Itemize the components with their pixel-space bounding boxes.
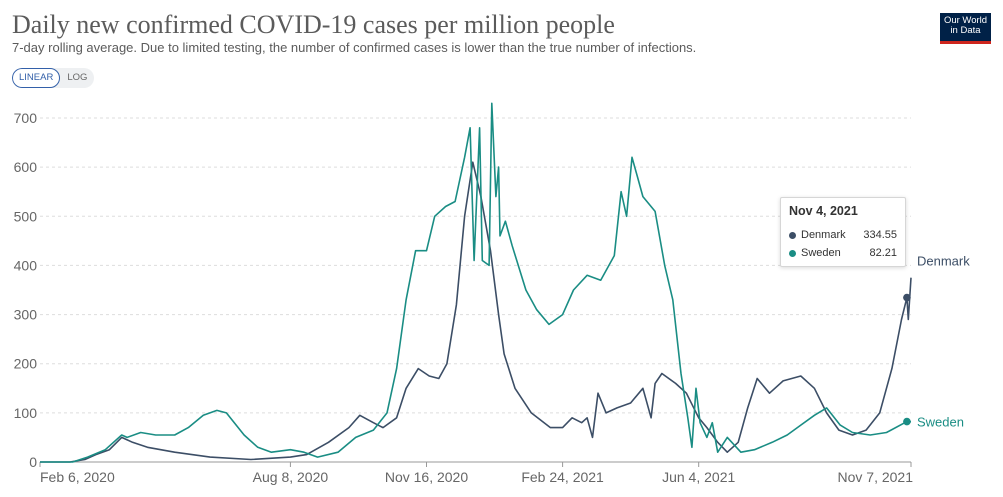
y-tick-label: 0 (29, 454, 37, 470)
y-axis-labels: 0 100 200 300 400 500 600 700 (14, 110, 38, 470)
x-axis-labels: Feb 6, 2020 Aug 8, 2020 Nov 16, 2020 Feb 24… (40, 469, 913, 485)
logo-line-2: in Data (950, 25, 981, 36)
x-tick-label: Feb 6, 2020 (40, 469, 115, 485)
y-tick-label: 600 (14, 159, 38, 175)
x-tick-label: Nov 16, 2020 (385, 469, 468, 485)
hover-markers (903, 293, 911, 426)
x-tick-label: Feb 24, 2021 (521, 469, 604, 485)
scale-toggle: LINEAR LOG (12, 68, 95, 88)
tooltip-value: 334.55 (863, 229, 897, 241)
chart-title: Daily new confirmed COVID-19 cases per m… (12, 10, 615, 39)
series-line-denmark (40, 161, 912, 463)
y-tick-label: 400 (14, 257, 38, 273)
hover-tooltip: Nov 4, 2021 Denmark 334.55 Sweden 82.21 (780, 197, 906, 267)
chart-subtitle: 7-day rolling average. Due to limited te… (12, 40, 697, 55)
series-line-sweden (40, 102, 912, 463)
y-tick-label: 500 (14, 208, 38, 224)
series-label-denmark: Denmark (917, 254, 970, 269)
x-tick-label: Nov 7, 2021 (838, 469, 914, 485)
logo-line-1: Our World (943, 15, 988, 26)
log-scale-button[interactable]: LOG (67, 72, 88, 83)
series-label-sweden: Sweden (917, 415, 964, 430)
y-tick-label: 100 (14, 405, 38, 421)
y-tick-label: 300 (14, 307, 38, 323)
tooltip-value: 82.21 (869, 247, 897, 259)
x-tick-label: Jun 4, 2021 (662, 469, 735, 485)
y-tick-label: 700 (14, 110, 38, 126)
tooltip-name: Sweden (801, 247, 841, 259)
y-tick-label: 200 (14, 356, 38, 372)
linear-scale-button[interactable]: LINEAR (12, 68, 61, 88)
denmark-dot-icon (789, 231, 796, 239)
series-end-labels: Denmark Sweden (917, 254, 970, 430)
hover-marker-sweden (903, 417, 911, 426)
tooltip-row-denmark: Denmark 334.55 (789, 226, 897, 244)
tooltip-name: Denmark (801, 229, 846, 241)
sweden-dot-icon (789, 249, 796, 257)
tooltip-date: Nov 4, 2021 (789, 204, 858, 218)
hover-marker-denmark (903, 293, 911, 302)
grid-lines (39, 117, 912, 467)
tooltip-row-sweden: Sweden 82.21 (789, 244, 897, 262)
series-lines (40, 102, 912, 463)
owid-logo[interactable]: Our World in Data (940, 13, 991, 44)
x-tick-label: Aug 8, 2020 (253, 469, 329, 485)
